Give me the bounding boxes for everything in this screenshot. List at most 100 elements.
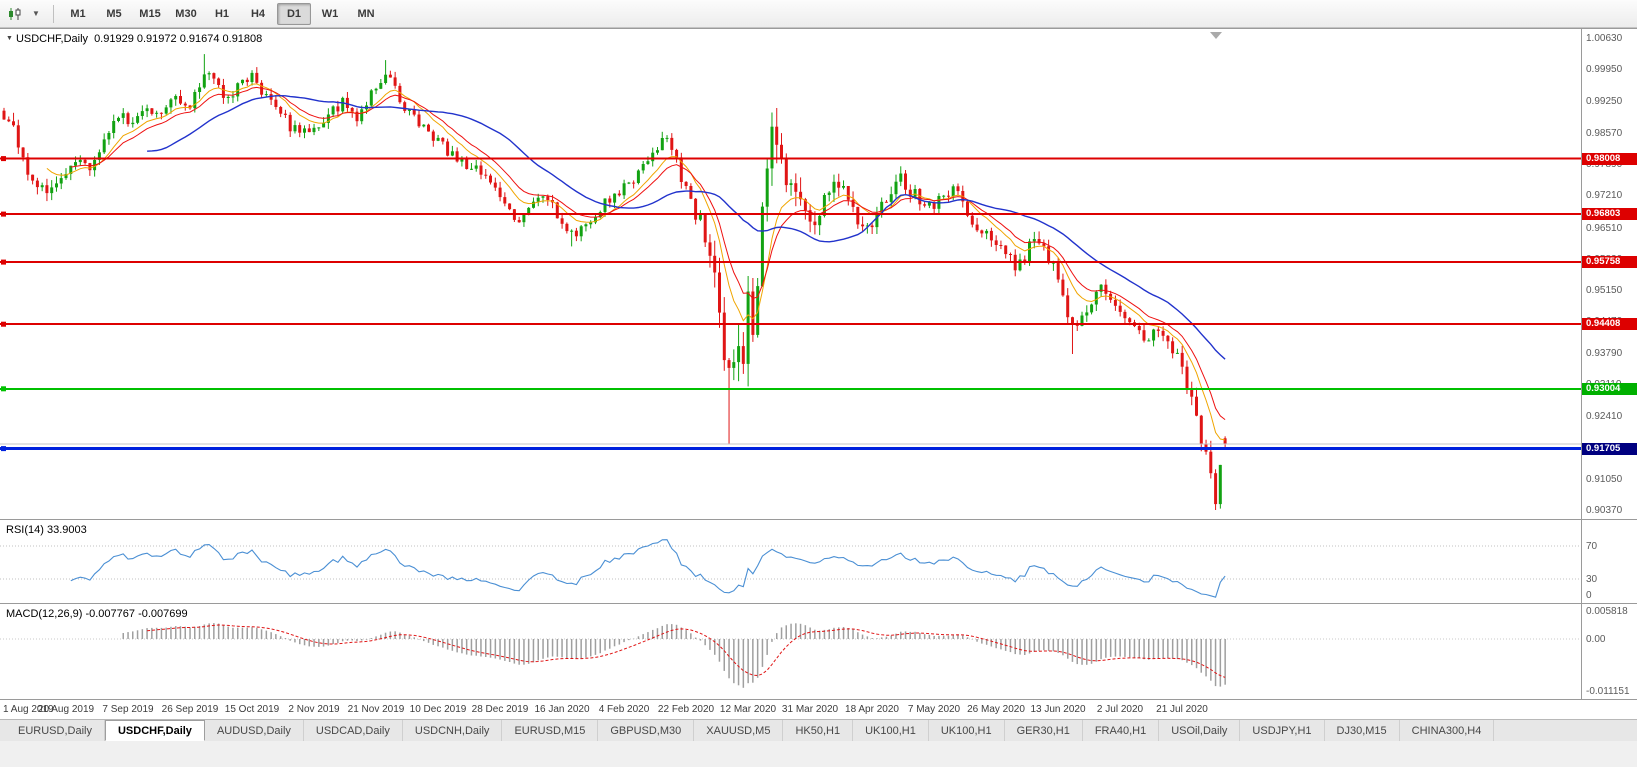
timeframe-button-D1[interactable]: D1 — [277, 2, 311, 25]
line-handle[interactable] — [1, 321, 6, 327]
macd-chart-svg[interactable] — [0, 604, 1582, 699]
chart-tab-ger30-h1[interactable]: GER30,H1 — [1005, 720, 1083, 741]
chart-tab-uk100-h1[interactable]: UK100,H1 — [853, 720, 929, 741]
candle-body — [1090, 304, 1094, 313]
macd-histogram-bar — [699, 639, 702, 641]
candlestick-chart-svg[interactable] — [0, 29, 1582, 519]
chart-tab-usdcnh-daily[interactable]: USDCNH,Daily — [403, 720, 503, 741]
line-handle[interactable] — [1, 386, 6, 392]
macd-histogram-bar — [1076, 639, 1078, 665]
timeframe-button-M15[interactable]: M15 — [139, 7, 161, 20]
timeframe-button-H4[interactable]: H4 — [250, 7, 266, 20]
macd-histogram-bar — [303, 639, 306, 646]
chart-tab-uk100-h1[interactable]: UK100,H1 — [929, 720, 1005, 741]
macd-histogram-bar — [1109, 639, 1112, 657]
candle-body — [388, 74, 392, 78]
chart-tab-xauusd-m5[interactable]: XAUUSD,M5 — [694, 720, 784, 741]
timeframe-button-M30[interactable]: M30 — [175, 7, 197, 20]
candle-body — [966, 201, 969, 216]
chart-style-icon[interactable] — [5, 4, 25, 24]
chart-tab-hk50-h1[interactable]: HK50,H1 — [783, 720, 854, 741]
price-axis[interactable]: 1.006300.999500.992500.985700.978900.972… — [1581, 29, 1637, 519]
chart-tab-usoil-daily[interactable]: USOil,Daily — [1159, 720, 1241, 741]
line-handle[interactable] — [1, 446, 6, 452]
macd-histogram-bar — [919, 633, 921, 639]
chart-style-dropdown-caret[interactable]: ▼ — [26, 4, 46, 24]
chart-tab-eurusd-m15[interactable]: EURUSD,M15 — [502, 720, 599, 741]
macd-histogram-bar — [251, 627, 253, 639]
candle-body — [264, 94, 268, 96]
macd-histogram-bar — [923, 634, 926, 639]
line-handle[interactable] — [1, 259, 6, 265]
candle-body — [875, 214, 879, 228]
macd-histogram-bar — [628, 639, 630, 641]
timeframe-button-MN[interactable]: MN — [357, 7, 375, 20]
macd-histogram-bar — [966, 637, 969, 639]
macd-histogram-bar — [480, 639, 482, 657]
chart-tab-usdchf-daily[interactable]: USDCHF,Daily — [104, 720, 205, 741]
chart-tab-usdjpy-h1[interactable]: USDJPY,H1 — [1240, 720, 1325, 741]
macd-panel[interactable]: MACD(12,26,9) -0.007767 -0.007699 0.0058… — [0, 604, 1637, 699]
candle-body — [293, 125, 297, 132]
moving-average-slow — [147, 94, 1226, 360]
line-handle[interactable] — [1, 211, 6, 217]
time-axis[interactable]: 1 Aug 2019 20 Aug 2019 7 Sep 2019 26 Sep 20… — [0, 699, 1637, 719]
rsi-chart-svg[interactable] — [0, 520, 1582, 603]
timeframe-button-M5[interactable]: M5 — [106, 7, 122, 20]
candle-body — [331, 106, 335, 115]
macd-histogram-bar — [1105, 639, 1107, 658]
chart-tab-audusd-daily[interactable]: AUDUSD,Daily — [205, 720, 304, 741]
macd-axis[interactable]: 0.005818 0.00 -0.011151 — [1581, 604, 1637, 699]
macd-histogram-bar — [332, 639, 334, 644]
macd-histogram-bar — [1176, 639, 1179, 660]
timeframe-button-M1[interactable]: M1 — [70, 7, 86, 20]
candle-body — [374, 88, 378, 91]
macd-histogram-bar — [704, 639, 706, 646]
candle-body — [818, 215, 822, 226]
candle-body — [236, 83, 240, 97]
macd-histogram-bar — [1143, 639, 1145, 660]
panel-separator[interactable] — [0, 519, 1637, 520]
timeframe-button-W1[interactable]: W1 — [321, 7, 339, 20]
rsi-axis[interactable]: 70 30 0 — [1581, 520, 1637, 603]
macd-histogram-bar — [179, 626, 182, 639]
rsi-panel[interactable]: RSI(14) 33.9003 70 30 0 — [0, 520, 1637, 603]
macd-histogram-bar — [327, 639, 330, 646]
macd-histogram-bar — [1014, 639, 1016, 655]
macd-histogram-bar — [981, 639, 983, 644]
chart-menu-caret-icon: ▼ — [6, 35, 13, 42]
candle-body — [951, 186, 955, 197]
date-axis-label: 10 Dec 2019 — [409, 704, 467, 715]
macd-histogram-bar — [904, 631, 907, 639]
macd-histogram-bar — [985, 639, 988, 645]
candle-body — [1023, 259, 1027, 262]
candle-body — [283, 113, 287, 115]
panel-separator[interactable] — [0, 603, 1637, 604]
candle-body — [26, 157, 30, 175]
chart-tab-usdcad-daily[interactable]: USDCAD,Daily — [304, 720, 403, 741]
candle-body — [985, 230, 989, 234]
line-handle[interactable] — [1, 156, 6, 162]
chart-tab-eurusd-daily[interactable]: EURUSD,Daily — [6, 720, 105, 741]
chart-tab-dj30-m15[interactable]: DJ30,M15 — [1325, 720, 1400, 741]
macd-histogram-bar — [279, 636, 282, 639]
macd-histogram-bar — [1129, 639, 1131, 658]
candle-body — [1009, 254, 1012, 255]
macd-histogram-bar — [842, 627, 845, 639]
chart-shift-marker[interactable] — [1210, 32, 1222, 39]
candle-body — [350, 108, 354, 112]
candle-body — [1199, 415, 1203, 445]
candle-body — [632, 182, 636, 184]
price-panel[interactable]: ▼ USDCHF,Daily 0.91929 0.91972 0.91674 0.9… — [0, 29, 1637, 519]
macd-histogram-bar — [299, 639, 301, 645]
candle-body — [541, 196, 545, 198]
macd-histogram-bar — [928, 634, 931, 639]
candle-body — [117, 117, 120, 121]
chart-tab-gbpusd-m30[interactable]: GBPUSD,M30 — [598, 720, 695, 741]
timeframe-button-H1[interactable]: H1 — [214, 7, 230, 20]
macd-histogram-bar — [227, 626, 229, 639]
candle-body — [570, 230, 574, 232]
chart-tab-china300-h4[interactable]: CHINA300,H4 — [1400, 720, 1495, 741]
candle-body — [245, 79, 249, 82]
chart-tab-fra40-h1[interactable]: FRA40,H1 — [1083, 720, 1160, 741]
